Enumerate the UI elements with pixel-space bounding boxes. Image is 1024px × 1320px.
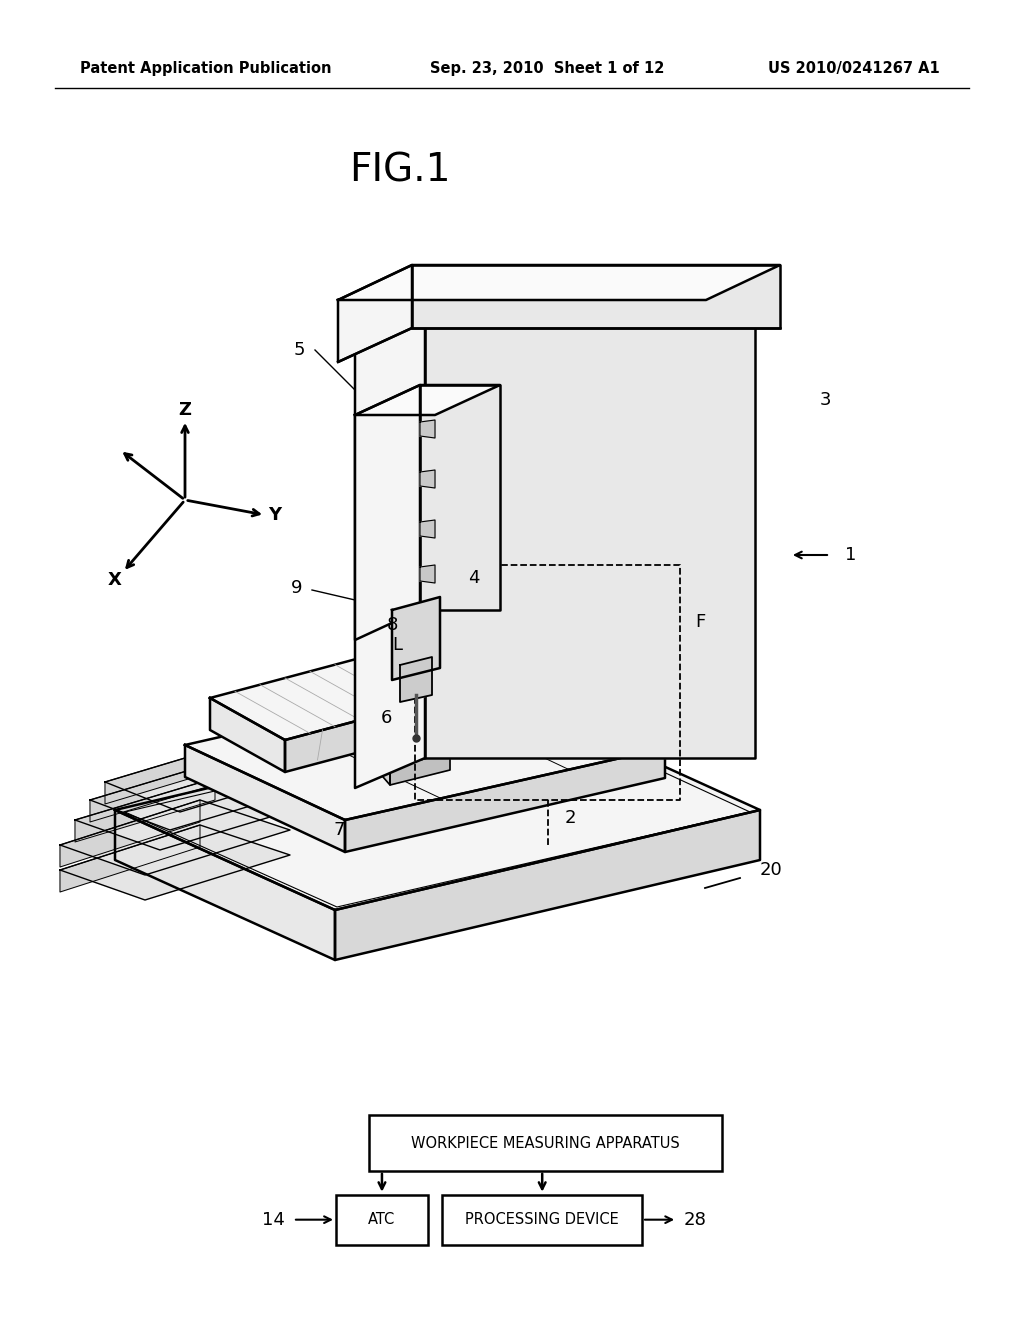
Polygon shape xyxy=(355,385,420,640)
Text: FIG.1: FIG.1 xyxy=(349,150,451,189)
Polygon shape xyxy=(355,288,755,319)
Polygon shape xyxy=(355,385,500,414)
Text: Z: Z xyxy=(178,401,191,418)
Text: 2: 2 xyxy=(565,809,577,828)
Polygon shape xyxy=(60,800,200,867)
Polygon shape xyxy=(105,741,319,812)
Polygon shape xyxy=(420,420,435,438)
Bar xyxy=(336,1195,428,1245)
Polygon shape xyxy=(420,565,435,583)
Polygon shape xyxy=(345,748,665,851)
Polygon shape xyxy=(338,265,780,300)
Text: PROCESSING DEVICE: PROCESSING DEVICE xyxy=(465,1212,620,1228)
Polygon shape xyxy=(90,758,310,830)
Polygon shape xyxy=(370,744,390,785)
Polygon shape xyxy=(390,752,450,785)
Text: Sep. 23, 2010  Sheet 1 of 12: Sep. 23, 2010 Sheet 1 of 12 xyxy=(430,61,665,75)
Bar xyxy=(369,1115,722,1171)
Text: 5: 5 xyxy=(294,341,305,359)
Text: ATC: ATC xyxy=(369,1212,395,1228)
Text: 4: 4 xyxy=(468,569,479,587)
Text: F: F xyxy=(695,612,706,631)
Polygon shape xyxy=(60,825,290,900)
Polygon shape xyxy=(75,777,300,850)
Polygon shape xyxy=(90,758,230,822)
Text: WORKPIECE MEASURING APPARATUS: WORKPIECE MEASURING APPARATUS xyxy=(411,1135,680,1151)
Polygon shape xyxy=(335,810,760,960)
Polygon shape xyxy=(400,657,432,702)
Polygon shape xyxy=(420,470,435,488)
Polygon shape xyxy=(420,385,500,610)
Polygon shape xyxy=(338,265,412,362)
Polygon shape xyxy=(425,288,755,758)
Polygon shape xyxy=(75,777,215,842)
Polygon shape xyxy=(210,657,435,741)
Polygon shape xyxy=(412,265,780,327)
Text: 6: 6 xyxy=(381,709,392,727)
Polygon shape xyxy=(370,730,450,768)
Polygon shape xyxy=(210,698,285,772)
Text: 1: 1 xyxy=(845,546,856,564)
Text: US 2010/0241267 A1: US 2010/0241267 A1 xyxy=(768,61,940,75)
Polygon shape xyxy=(115,710,760,909)
Polygon shape xyxy=(60,825,200,892)
Polygon shape xyxy=(185,744,345,851)
Text: X: X xyxy=(109,572,122,589)
Text: 14: 14 xyxy=(262,1210,285,1229)
Polygon shape xyxy=(115,810,335,960)
Text: L: L xyxy=(392,636,402,653)
Polygon shape xyxy=(185,672,665,820)
Polygon shape xyxy=(285,700,435,772)
Text: Patent Application Publication: Patent Application Publication xyxy=(80,61,332,75)
Polygon shape xyxy=(105,741,245,804)
Polygon shape xyxy=(60,800,290,875)
Text: Y: Y xyxy=(268,506,282,524)
Text: 7: 7 xyxy=(334,821,345,840)
Polygon shape xyxy=(420,520,435,539)
Text: 20: 20 xyxy=(760,861,782,879)
Bar xyxy=(442,1195,642,1245)
Text: 8: 8 xyxy=(387,616,398,634)
Polygon shape xyxy=(392,597,440,680)
Text: 28: 28 xyxy=(684,1210,707,1229)
Text: 9: 9 xyxy=(291,579,302,597)
Polygon shape xyxy=(355,288,425,788)
Text: 3: 3 xyxy=(820,391,831,409)
